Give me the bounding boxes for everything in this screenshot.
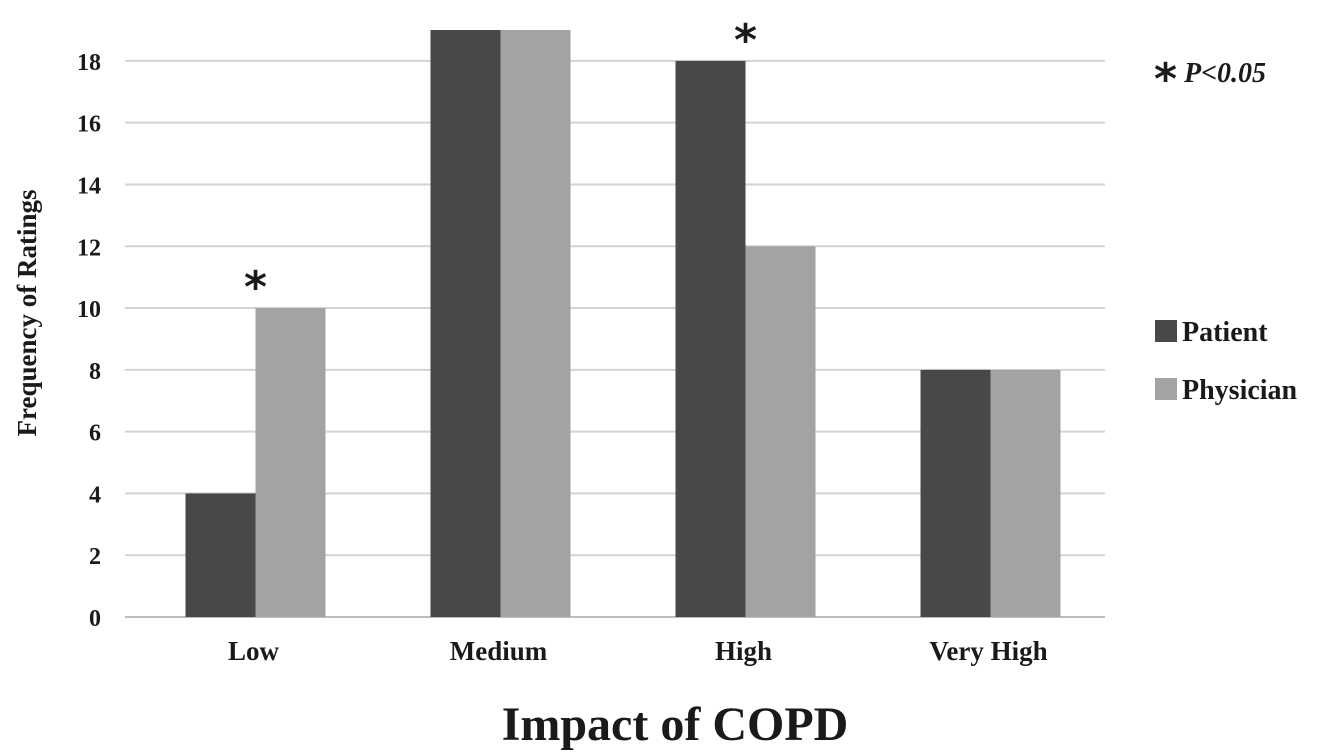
y-tick-label: 16 — [77, 112, 101, 138]
bar-patient-medium — [430, 30, 501, 617]
legend-label-patient: Patient — [1182, 317, 1268, 348]
significance-stars: ** — [244, 15, 757, 313]
y-tick-label: 8 — [89, 359, 101, 385]
y-tick-label: 10 — [77, 297, 101, 323]
significance-note-star: * — [1154, 54, 1177, 105]
bar-physician-very-high — [990, 369, 1061, 617]
y-tick-label: 12 — [77, 235, 101, 261]
y-tick-label: 4 — [89, 482, 101, 508]
legend: Patient Physician — [1155, 317, 1298, 406]
bar-patient-low — [185, 493, 256, 617]
legend-swatch-patient — [1155, 320, 1177, 342]
significance-star: * — [244, 262, 267, 313]
bar-physician-high — [745, 246, 816, 617]
x-tick-label: High — [715, 636, 772, 666]
y-axis-title: Frequency of Ratings — [12, 190, 42, 437]
y-tick-label: 18 — [77, 50, 101, 76]
bars — [185, 30, 1061, 618]
x-axis-title: Impact of COPD — [502, 698, 849, 751]
category-labels: Low Medium High Very High — [228, 636, 1048, 666]
y-tick-label: 0 — [89, 606, 101, 632]
x-tick-label: Low — [228, 636, 280, 666]
significance-star: * — [734, 15, 757, 66]
x-tick-label: Very High — [929, 636, 1047, 666]
bar-patient-very-high — [920, 369, 991, 617]
y-tick-label: 14 — [77, 173, 101, 199]
bar-physician-low — [255, 308, 326, 617]
bar-patient-high — [675, 60, 746, 618]
y-tick-labels: 0 2 4 6 8 10 12 14 16 18 — [77, 50, 101, 632]
legend-swatch-physician — [1155, 378, 1177, 400]
significance-note-text: P<0.05 — [1183, 58, 1266, 89]
y-tick-label: 6 — [89, 421, 101, 447]
bar-physician-medium — [500, 30, 571, 617]
legend-label-physician: Physician — [1182, 375, 1298, 406]
y-tick-label: 2 — [89, 544, 101, 570]
x-tick-label: Medium — [450, 636, 548, 666]
significance-note: * P<0.05 — [1154, 54, 1266, 105]
